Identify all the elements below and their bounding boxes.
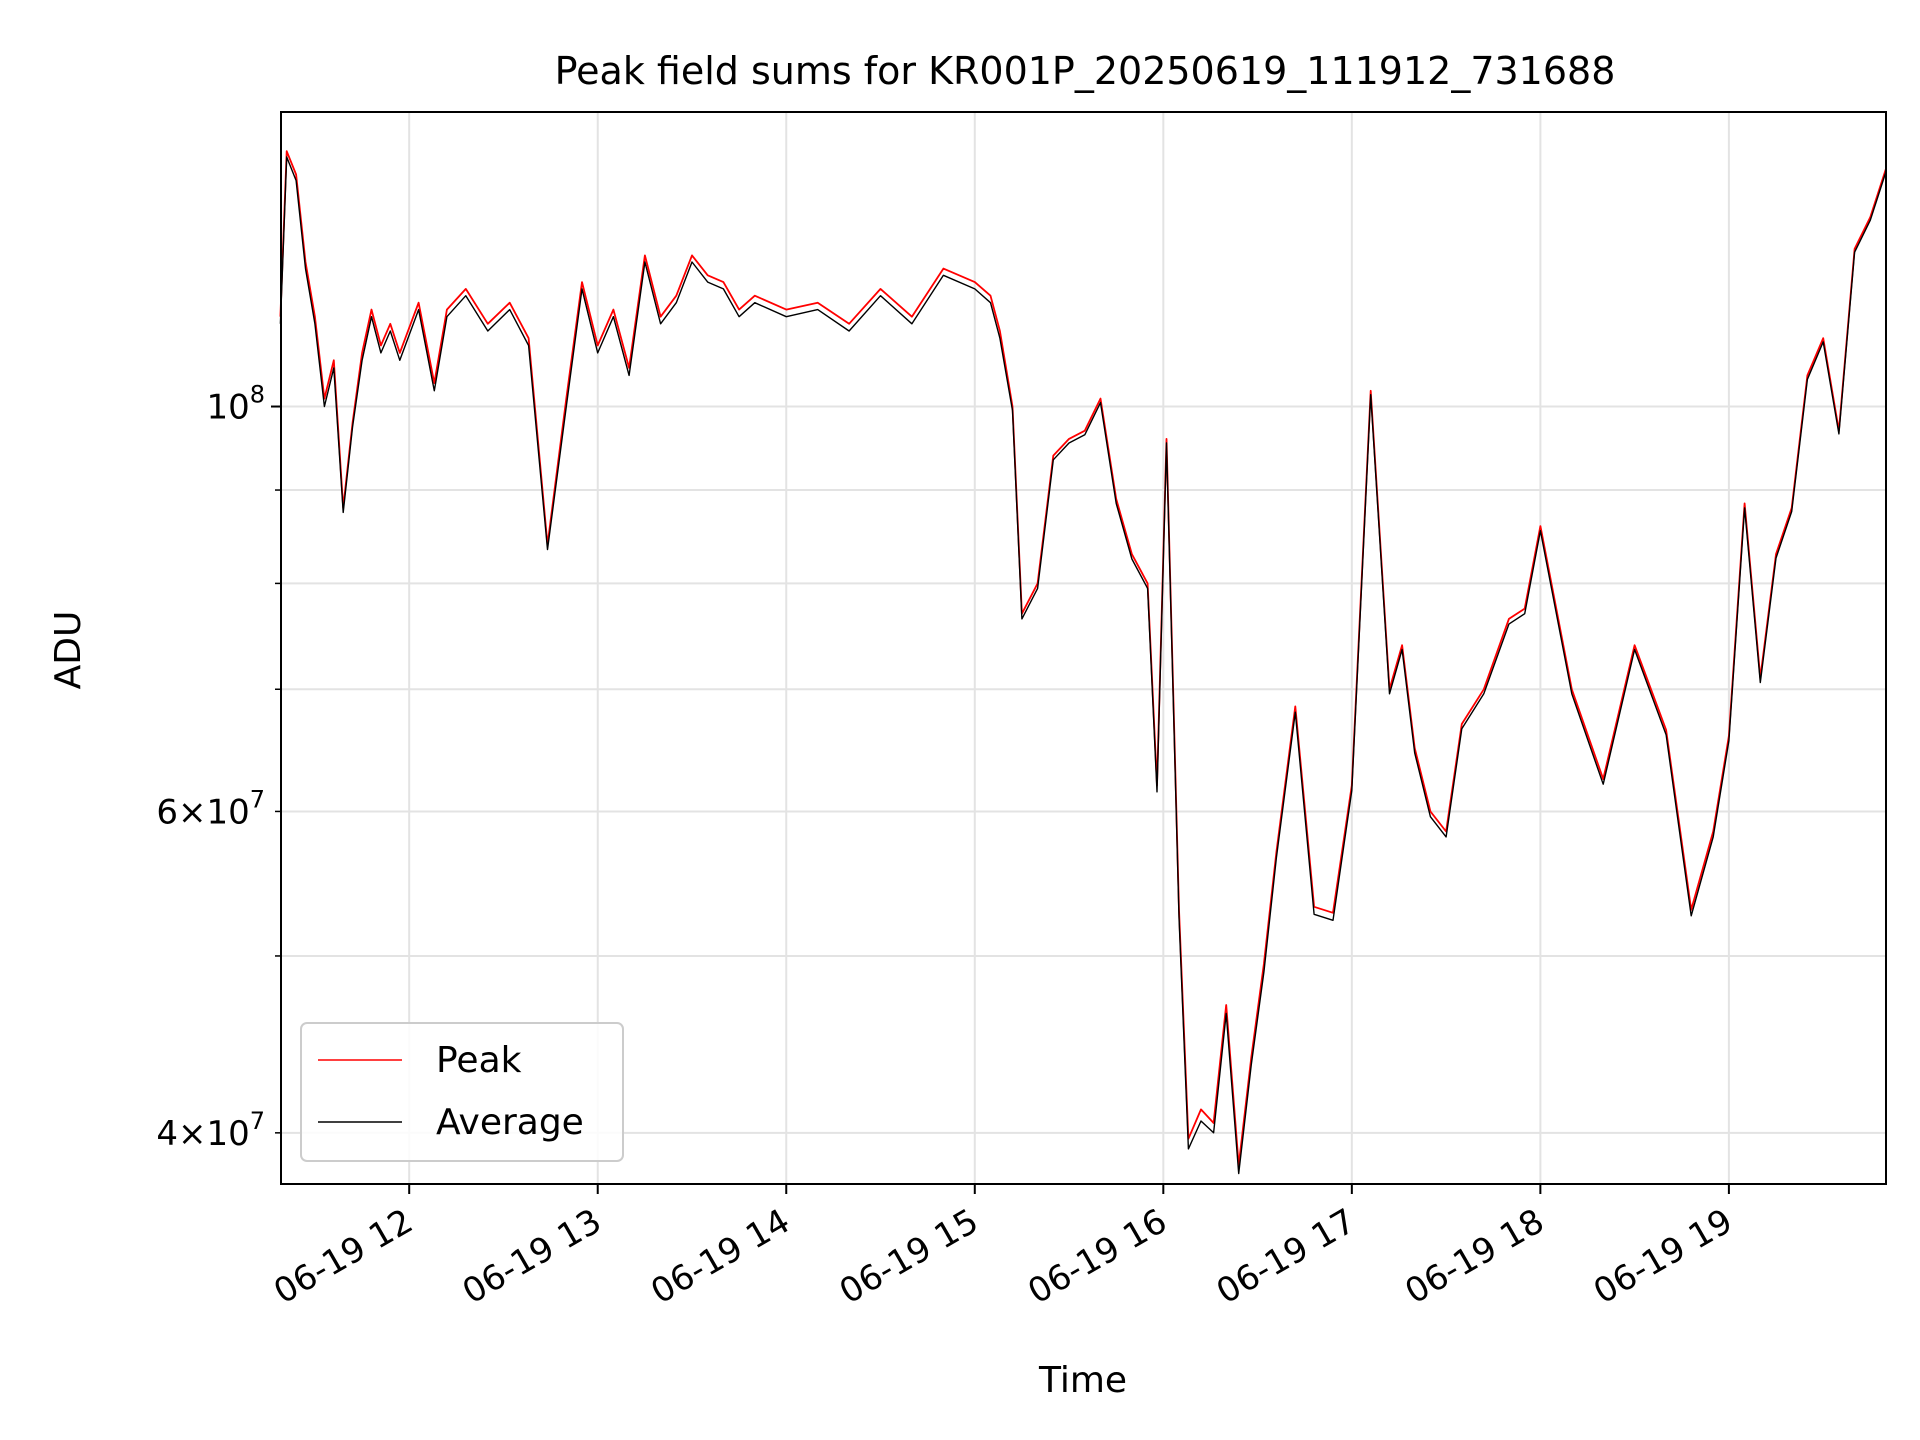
chart-title: Peak field sums for KR001P_20250619_1119…: [555, 49, 1616, 93]
x-axis-ticks: 06-19 12 06-19 13 06-19 14 06-19 15 06-19 16…: [267, 1184, 1739, 1312]
x-tick-label: 06-19 18: [1398, 1201, 1550, 1312]
grid: [281, 112, 1886, 1184]
x-tick-label: 06-19 12: [267, 1201, 419, 1312]
x-tick-label: 06-19 15: [833, 1201, 985, 1312]
x-tick-label: 06-19 19: [1587, 1201, 1739, 1312]
x-tick-label: 06-19 13: [456, 1201, 608, 1312]
series-line-peak: [279, 150, 1887, 1167]
series-layer: [279, 150, 1887, 1175]
y-tick-label: 6×107: [156, 785, 265, 832]
plot-frame: [280, 111, 1887, 1185]
x-tick-label: 06-19 17: [1210, 1201, 1362, 1312]
legend-average-label: Average: [436, 1102, 584, 1143]
legend-peak-label: Peak: [436, 1040, 522, 1081]
y-tick-label: 4×107: [156, 1107, 265, 1154]
x-tick-label: 06-19 14: [644, 1201, 796, 1312]
legend-box: [300, 1022, 624, 1162]
x-axis-label: Time: [1038, 1360, 1127, 1401]
y-axis-label: ADU: [48, 611, 89, 690]
legend: Peak Average: [300, 1022, 624, 1162]
y-tick-label: 108: [206, 381, 265, 428]
x-tick-label: 06-19 16: [1021, 1201, 1173, 1312]
series-line-average: [279, 156, 1887, 1175]
y-axis-ticks: 108 4×107 6×107: [156, 381, 281, 1154]
